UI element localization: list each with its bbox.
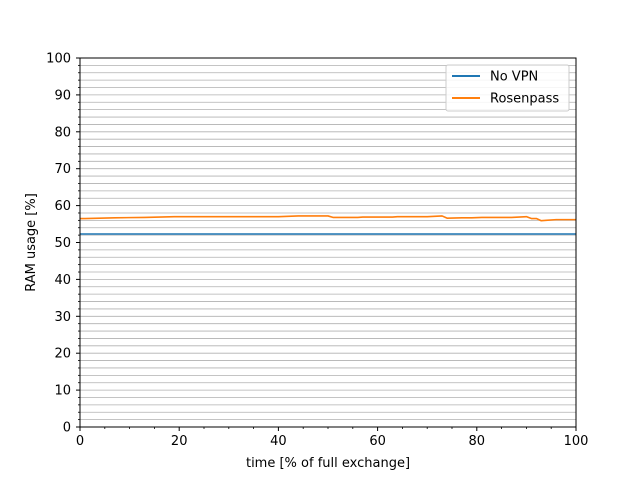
x-tick-label: 20 bbox=[171, 434, 188, 449]
y-tick-label: 80 bbox=[54, 125, 71, 140]
series-line-rosenpass bbox=[80, 215, 576, 222]
y-tick-label: 60 bbox=[54, 199, 71, 214]
tick-layer: 0 20 40 60 80 100 0 10 20 30 40 50 60 70 80 90 100 bbox=[46, 52, 588, 450]
legend: No VPN Rosenpass bbox=[445, 64, 570, 112]
minor-grid bbox=[80, 64, 576, 421]
y-tick-label: 70 bbox=[54, 162, 71, 177]
y-tick-label: 20 bbox=[54, 347, 71, 362]
x-tick-label: 0 bbox=[76, 434, 84, 449]
y-tick-label: 30 bbox=[54, 310, 71, 325]
x-tick-label: 100 bbox=[564, 434, 589, 449]
legend-label: Rosenpass bbox=[490, 92, 559, 107]
x-tick-label: 40 bbox=[270, 434, 287, 449]
y-tick-label: 100 bbox=[46, 52, 71, 67]
y-tick-label: 40 bbox=[54, 273, 71, 288]
y-axis-label: RAM usage [%] bbox=[24, 193, 39, 292]
series-layer bbox=[80, 215, 576, 235]
x-tick-label: 60 bbox=[369, 434, 386, 449]
x-axis-label: time [% of full exchange] bbox=[246, 456, 410, 471]
y-tick-label: 90 bbox=[54, 88, 71, 103]
x-tick-label: 80 bbox=[469, 434, 486, 449]
y-tick-label: 0 bbox=[63, 421, 71, 436]
y-tick-label: 50 bbox=[54, 236, 71, 251]
legend-label: No VPN bbox=[490, 70, 538, 85]
y-tick-label: 10 bbox=[54, 384, 71, 399]
